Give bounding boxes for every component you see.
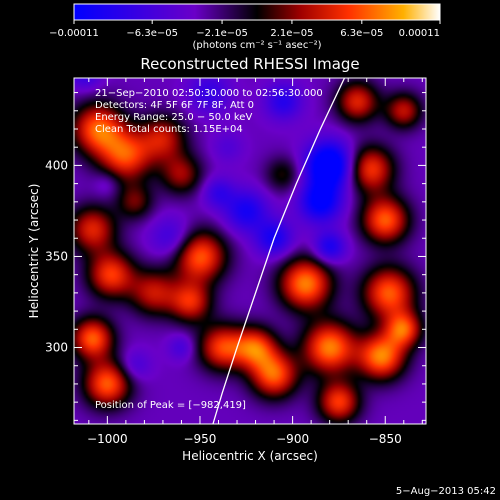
x-tick-label: −900 — [276, 432, 309, 446]
solar-limb-curve — [212, 78, 346, 424]
x-axis-label: Heliocentric X (arcsec) — [182, 449, 318, 463]
heatmap-image — [74, 78, 426, 424]
chart-title: Reconstructed RHESSI Image — [140, 55, 359, 73]
plot-frame — [73, 77, 427, 425]
colorbar-tick-label: 2.1e−05 — [270, 28, 313, 39]
info-line-detectors: Detectors: 4F 5F 6F 7F 8F, Att 0 — [95, 100, 254, 111]
x-tick-label: −1000 — [87, 432, 128, 446]
y-tick-label: 300 — [45, 341, 68, 355]
colorbar-tick-label: −0.00011 — [49, 28, 99, 39]
colorbar-tick-label: 0.00011 — [399, 28, 440, 39]
x-tick-label: −950 — [183, 432, 216, 446]
colorbar-tick-label: 6.3e−05 — [340, 28, 383, 39]
y-tick-label: 400 — [45, 158, 68, 172]
colorbar-ticks: −0.00011 −6.3e−05 −2.1e−05 2.1e−05 6.3e−05 0.… — [49, 20, 441, 39]
colorbar — [73, 3, 441, 21]
colorbar-tick-label: −2.1e−05 — [196, 28, 248, 39]
axis-ticks: −1000 −950 −900 −850 300 350 400 — [45, 78, 426, 446]
footer-date: 5−Aug−2013 05:42 — [396, 486, 496, 497]
y-tick-label: 350 — [45, 249, 68, 263]
info-line-counts: Clean Total counts: 1.15E+04 — [95, 124, 243, 135]
info-line-energy: Energy Range: 25.0 − 50.0 keV — [95, 112, 252, 123]
colorbar-tick-label: −6.3e−05 — [126, 28, 178, 39]
info-line-time: 21−Sep−2010 02:50:30.000 to 02:56:30.000 — [95, 88, 323, 99]
y-axis-label: Heliocentric Y (arcsec) — [27, 184, 41, 319]
plot-area — [74, 78, 426, 424]
colorbar-units: (photons cm⁻² s⁻¹ asec⁻²) — [192, 40, 321, 51]
peak-position-label: Position of Peak = [−982,419] — [95, 400, 246, 411]
x-tick-label: −850 — [369, 432, 402, 446]
